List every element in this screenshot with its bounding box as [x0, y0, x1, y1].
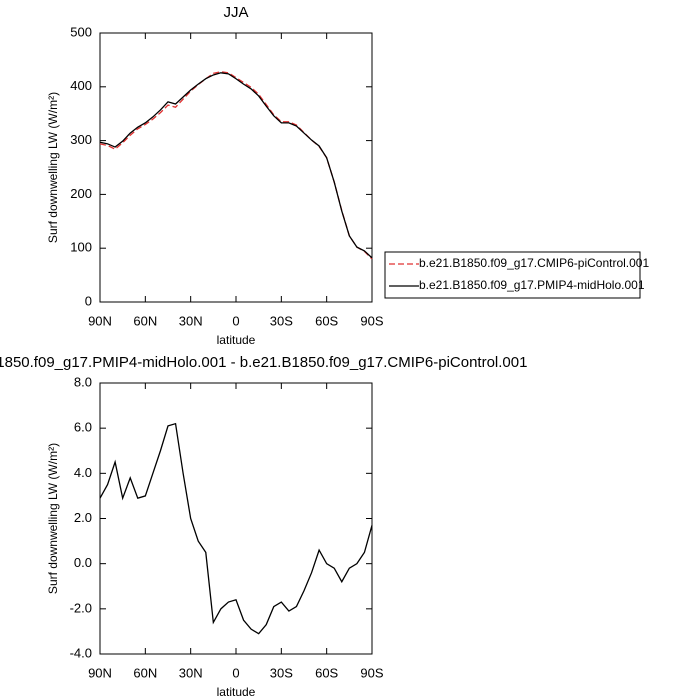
data-line [99, 72, 373, 259]
x-tick-label: 90N [88, 313, 112, 328]
y-tick-label: -2.0 [70, 600, 92, 615]
legend-box [384, 251, 641, 299]
chart-title: JJA [223, 4, 248, 21]
chart-title: b.e21.B1850.f09_g17.PMIP4-midHolo.001 - … [0, 354, 527, 371]
x-tick-label: 30N [179, 313, 203, 328]
plot-frame [99, 32, 373, 303]
y-tick-label: 0 [85, 293, 92, 308]
y-tick-label: 8.0 [74, 374, 92, 389]
x-tick-label: 60S [315, 313, 338, 328]
y-tick-label: 300 [70, 132, 92, 147]
y-tick-label: -4.0 [70, 645, 92, 660]
data-line [99, 422, 373, 635]
data-line [99, 71, 373, 260]
y-tick-label: 400 [70, 78, 92, 93]
x-tick-label: 0 [232, 313, 239, 328]
x-tick-label: 90S [360, 665, 383, 680]
x-tick-label: 90N [88, 665, 112, 680]
x-tick-label: 60N [133, 665, 157, 680]
y-axis-label: Surf downwelling LW (W/m²) [46, 92, 60, 243]
y-tick-label: 0.0 [74, 555, 92, 570]
x-tick-label: 60N [133, 313, 157, 328]
y-tick-label: 4.0 [74, 465, 92, 480]
legend-label: b.e21.B1850.f09_g17.CMIP6-piControl.001 [419, 256, 649, 270]
x-tick-label: 90S [360, 313, 383, 328]
y-tick-label: 100 [70, 240, 92, 255]
y-tick-label: 500 [70, 24, 92, 39]
y-axis-label: Surf downwelling LW (W/m²) [46, 443, 60, 594]
x-tick-label: 30S [270, 665, 293, 680]
y-tick-label: 200 [70, 186, 92, 201]
y-tick-label: 6.0 [74, 420, 92, 435]
plot-frame [99, 382, 373, 655]
legend-label: b.e21.B1850.f09_g17.PMIP4-midHolo.001 [419, 278, 645, 292]
x-axis-label: latitude [217, 333, 256, 347]
x-tick-label: 60S [315, 665, 338, 680]
y-tick-label: 2.0 [74, 510, 92, 525]
x-axis-label: latitude [217, 685, 256, 699]
x-tick-label: 0 [232, 665, 239, 680]
x-tick-label: 30S [270, 313, 293, 328]
x-tick-label: 30N [179, 665, 203, 680]
